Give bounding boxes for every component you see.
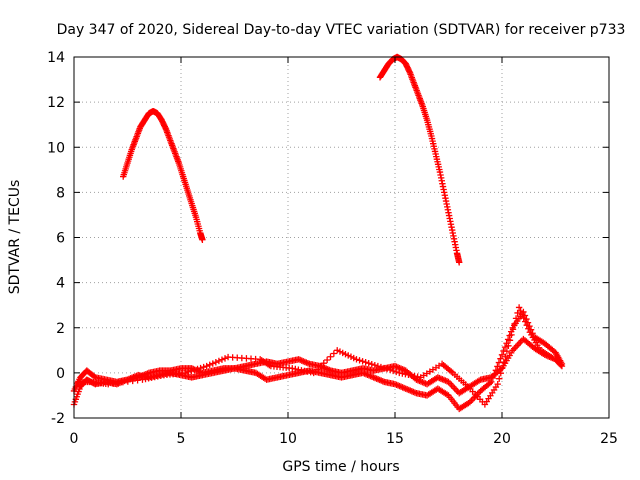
data-point [497,369,504,377]
data-point [377,363,385,371]
data-point [317,363,324,370]
data-point [218,356,226,363]
y-tick-label: 6 [56,231,65,247]
data-point [497,355,504,362]
data-point [209,360,216,367]
data-point [323,356,331,364]
data-point [365,360,372,367]
data-point [492,367,500,374]
data-point [393,368,400,376]
x-tick-label: 0 [70,431,79,447]
data-point [488,378,495,386]
data-point [185,368,192,376]
data-point [508,331,515,339]
data-point [353,356,360,363]
data-point [522,318,529,325]
data-point [500,359,508,366]
data-point [320,360,327,367]
x-tick-label: 15 [386,431,404,447]
y-tick-label: -2 [51,411,65,427]
data-point [505,342,512,349]
y-tick-label: 8 [56,185,65,201]
data-point [498,351,506,359]
data-point [327,353,334,360]
data-point [215,357,223,365]
data-point [489,374,497,382]
y-tick-label: 10 [47,140,65,156]
x-tick-label: 5 [177,431,186,447]
data-point [520,314,527,322]
data-point [389,367,397,375]
data-points [70,53,566,413]
data-point [496,375,503,382]
data-point [191,366,198,374]
data-point [518,311,526,318]
data-point [188,367,195,375]
data-point [356,357,363,364]
data-point [491,370,498,378]
data-point [511,320,518,328]
series-trace-3 [75,304,555,408]
data-point [374,362,382,370]
y-tick-label: 4 [56,276,65,292]
tick-labels: 0 5 10 15 20 25 -2 0 2 4 6 8 10 12 14 [47,50,618,447]
data-point [380,364,388,372]
y-tick-label: 2 [56,321,65,337]
data-point [558,360,566,368]
data-point [310,369,317,377]
data-point [221,355,229,362]
y-tick-label: 0 [56,366,65,382]
data-point [503,348,511,355]
series-arc-2 [376,53,463,266]
chart-title: Day 347 of 2020, Sidereal Day-to-day VTE… [57,22,626,38]
data-point [362,359,369,366]
data-point [197,364,204,372]
data-point [523,321,530,329]
data-point [386,366,394,374]
data-point [548,353,555,361]
data-point [194,365,201,373]
data-point [494,380,501,388]
data-point [199,236,206,243]
data-point [206,361,213,369]
data-point [203,362,210,370]
x-tick-label: 20 [493,431,511,447]
x-tick-label: 10 [279,431,297,447]
series-arc-1 [120,107,206,243]
data-point [313,366,321,373]
data-point [509,326,517,333]
data-point [502,353,509,360]
data-point [517,307,524,315]
data-point [330,350,338,357]
data-point [182,369,189,377]
data-point [212,359,220,366]
y-tick-label: 14 [47,50,65,66]
data-point [512,315,520,322]
data-point [506,337,514,344]
data-point [200,363,207,371]
x-tick-label: 25 [600,431,618,447]
data-point [383,365,391,373]
data-point [456,259,463,266]
data-point [501,343,509,351]
data-point [525,325,532,332]
data-point [515,304,523,311]
plot-frame [73,56,610,419]
y-tick-label: 12 [47,95,65,111]
data-point [359,358,366,365]
data-point [494,363,501,370]
y-axis-label: SDTVAR / TECUs [7,180,23,295]
data-point [371,361,379,369]
x-axis-label: GPS time / hours [282,459,399,475]
data-point [368,360,375,368]
data-point [499,364,506,371]
